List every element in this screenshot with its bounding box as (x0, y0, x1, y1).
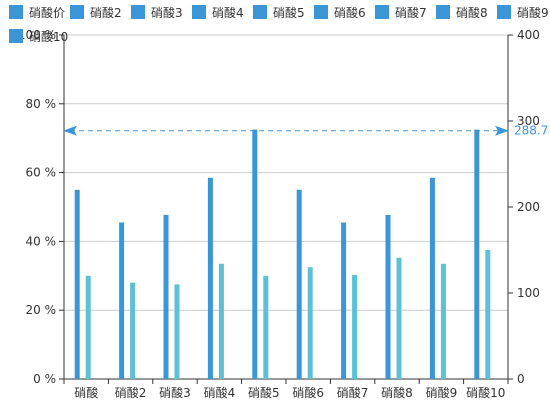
bar-series-1 (429, 177, 435, 379)
markline-end-arrow (495, 125, 509, 136)
y-right-tick-label: 100 (517, 286, 540, 300)
legend-swatch (497, 5, 511, 19)
markline-start-arrow (63, 125, 77, 136)
bar-series-1 (385, 214, 391, 379)
legend-swatch (192, 5, 206, 19)
legend-label: 硝酸8 (456, 5, 488, 20)
y-left-tick-label: 80 % (26, 97, 57, 111)
legend-swatch (70, 5, 84, 19)
y-right-tick-label: 400 (517, 28, 540, 42)
bar-series-1 (296, 189, 302, 379)
x-tick-label: 硝酸 (74, 385, 98, 400)
x-tick-label: 硝酸10 (466, 385, 505, 400)
bar-series-2 (485, 250, 491, 379)
y-left-tick-label: 20 % (26, 303, 57, 317)
x-tick-label: 硝酸8 (381, 385, 413, 400)
legend-label: 硝酸价 (29, 5, 65, 20)
legend-label: 硝酸10 (29, 29, 68, 44)
x-tick-label: 硝酸9 (426, 385, 458, 400)
x-tick-label: 硝酸4 (204, 385, 236, 400)
bar-series-2 (352, 274, 358, 379)
bar-series-1 (163, 214, 169, 379)
legend-swatch (314, 5, 328, 19)
bar-series-2 (396, 257, 402, 379)
x-tick-label: 硝酸3 (159, 385, 191, 400)
y-left-tick-label: 100 % (18, 28, 56, 42)
x-tick-label: 硝酸6 (292, 385, 324, 400)
bar-series-1 (341, 222, 347, 379)
bar-series-2 (307, 267, 313, 379)
bar-series-1 (474, 129, 480, 379)
legend-swatch (9, 29, 23, 43)
y-right-tick-label: 0 (517, 372, 525, 386)
bar-series-1 (252, 129, 258, 379)
legend-swatch (9, 5, 23, 19)
legend-label: 硝酸2 (90, 5, 122, 20)
x-tick-label: 硝酸7 (337, 385, 369, 400)
legend-swatch (131, 5, 145, 19)
y-right-tick-label: 300 (517, 114, 540, 128)
bar-series-2 (85, 275, 91, 379)
legend-swatch (375, 5, 389, 19)
legend-label: 硝酸3 (151, 5, 183, 20)
x-tick-label: 硝酸5 (248, 385, 280, 400)
y-left-tick-label: 40 % (26, 234, 57, 248)
legend-label: 硝酸5 (273, 5, 305, 20)
markline: 288.71 (63, 124, 550, 138)
axes: 0 % 20 % 40 % 60 % 80 % 100 % 0 100 200 300 400 硝酸 硝… (18, 28, 540, 400)
legend-label: 硝酸4 (212, 5, 244, 20)
bar-series-1 (207, 177, 213, 379)
y-right-tick-label: 200 (517, 200, 540, 214)
bar-series-2 (218, 263, 224, 379)
bar-series-1 (119, 222, 125, 379)
legend-label: 硝酸7 (395, 5, 427, 20)
bar-series-2 (174, 284, 180, 379)
y-left-tick-label: 60 % (26, 166, 57, 180)
legend: 硝酸价 硝酸2 硝酸3 硝酸4 硝酸5 硝酸6 硝酸7 硝酸8 硝酸9 硝酸10 (9, 5, 549, 44)
legend-swatch (253, 5, 267, 19)
bar-series-2 (130, 282, 136, 379)
bar-series-2 (440, 263, 446, 379)
bar-series-1 (74, 189, 80, 379)
legend-label: 硝酸9 (517, 5, 549, 20)
markline-label: 288.71 (514, 124, 550, 138)
bar-series-2 (263, 275, 269, 379)
legend-label: 硝酸6 (334, 5, 366, 20)
y-left-tick-label: 0 % (33, 372, 56, 386)
legend-swatch (436, 5, 450, 19)
bars (74, 129, 491, 379)
x-tick-label: 硝酸2 (115, 385, 147, 400)
